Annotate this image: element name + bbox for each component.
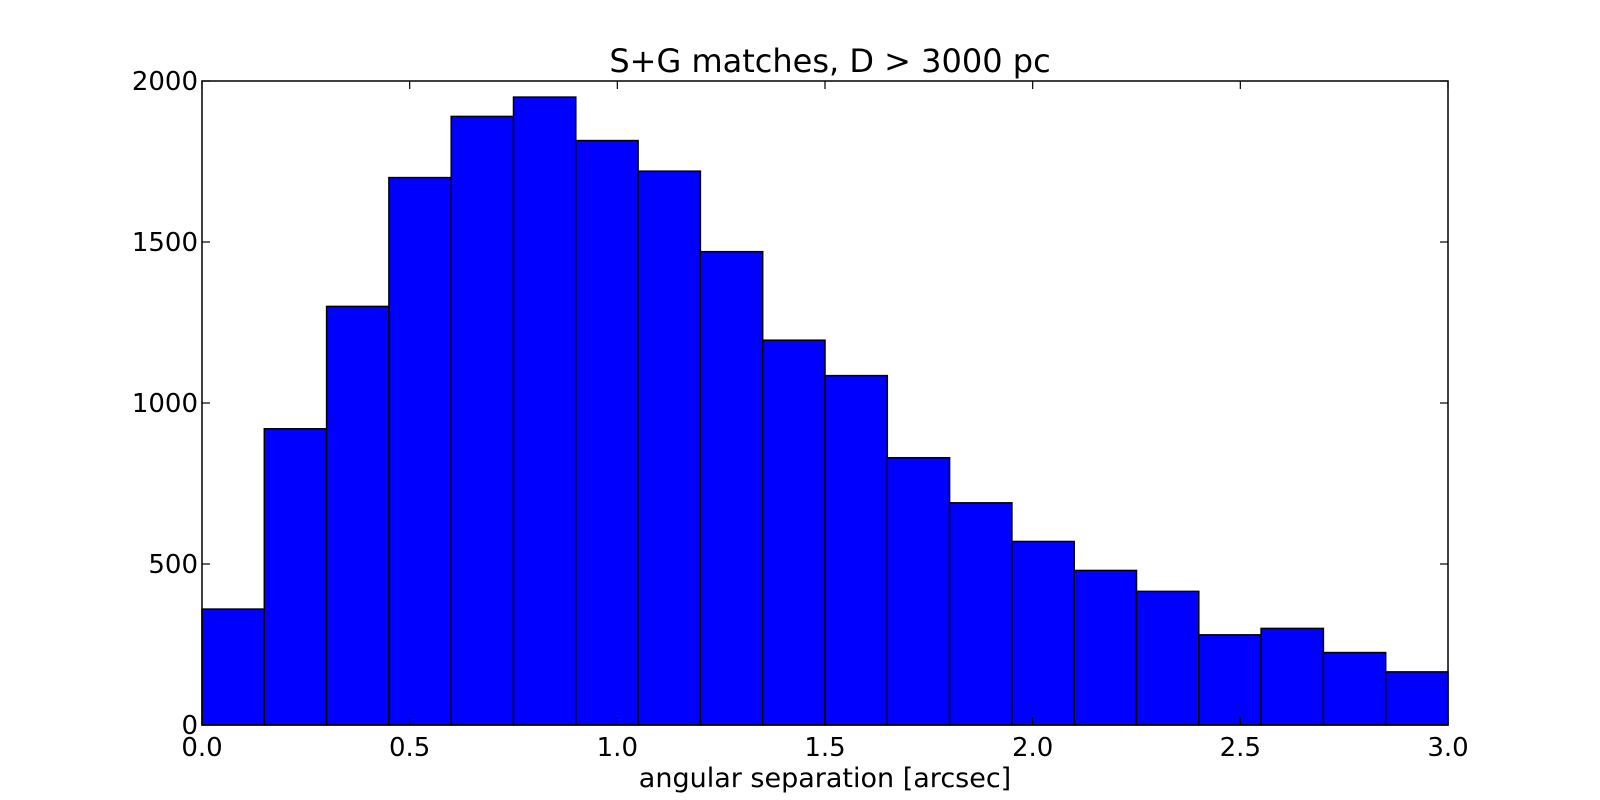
- y-tick-label: 1500: [132, 228, 198, 258]
- histogram-bar: [1260, 627, 1325, 726]
- histogram-bar: [388, 176, 452, 726]
- x-axis-label: angular separation [arcsec]: [639, 763, 1011, 794]
- histogram-bar: [1011, 540, 1075, 726]
- histogram-bar: [575, 139, 639, 726]
- histogram-bar: [201, 608, 266, 726]
- x-tick-label: 2.5: [1220, 733, 1261, 763]
- y-tick-label: 2000: [132, 67, 198, 97]
- x-tick-label: 0.5: [389, 733, 430, 763]
- histogram-bar: [761, 339, 826, 726]
- histogram-bar: [1073, 569, 1138, 726]
- plot-frame: [201, 80, 1449, 726]
- x-tick-label: 1.0: [597, 733, 638, 763]
- tick-labels-group: 0.0 0.5 1.0 1.5 2.0 2.5 3.0 0 500 1000 1500 2000: [132, 67, 1469, 763]
- histogram-bar: [1198, 634, 1262, 726]
- y-tick-label: 1000: [132, 389, 198, 419]
- histogram-bar: [1322, 651, 1387, 726]
- histogram-bar: [325, 305, 390, 726]
- x-tick-label: 0.0: [181, 733, 222, 763]
- histogram-bar: [948, 502, 1013, 726]
- histogram-bar: [1384, 671, 1449, 726]
- y-tick-label: 500: [148, 550, 198, 580]
- histogram-bar: [512, 96, 577, 726]
- histogram-bar: [699, 250, 764, 726]
- x-tick-label: 3.0: [1427, 733, 1468, 763]
- histogram-bar: [263, 428, 328, 726]
- histogram-bar: [886, 456, 951, 726]
- bars-group: [201, 96, 1449, 726]
- y-tick-label: 0: [181, 711, 198, 741]
- chart-title: S+G matches, D > 3000 pc: [609, 42, 1050, 80]
- x-tick-label: 1.5: [804, 733, 845, 763]
- histogram-bar: [1135, 590, 1200, 726]
- histogram-bar: [450, 115, 515, 726]
- histogram-bar: [824, 374, 889, 726]
- histogram-bar: [637, 170, 702, 726]
- x-tick-label: 2.0: [1012, 733, 1053, 763]
